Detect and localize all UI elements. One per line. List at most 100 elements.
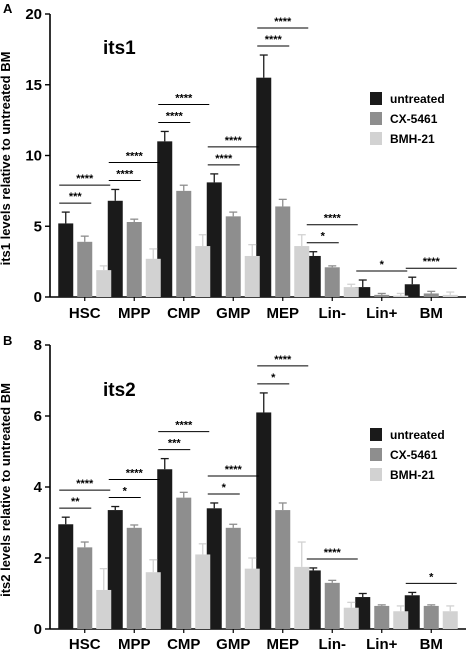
legend-label: untreated xyxy=(390,92,445,106)
y-tick-label: 0 xyxy=(34,289,42,306)
y-tick-label: 4 xyxy=(34,479,43,496)
bar xyxy=(96,270,112,297)
bar xyxy=(225,527,241,629)
bar xyxy=(305,255,321,297)
significance-label: * xyxy=(123,486,128,498)
x-tick-label: Lin- xyxy=(319,636,347,653)
bar xyxy=(393,611,409,629)
bar xyxy=(404,595,420,629)
x-tick-label: GMP xyxy=(216,636,250,653)
x-tick-label: HSC xyxy=(69,305,101,322)
bar xyxy=(107,510,123,629)
legend-label: untreated xyxy=(390,428,445,442)
legend-label: CX-5461 xyxy=(390,112,438,126)
bar xyxy=(256,77,272,297)
bar xyxy=(145,258,161,297)
x-tick-label: CMP xyxy=(167,305,200,322)
significance-label: **** xyxy=(126,468,144,480)
bar xyxy=(324,582,340,629)
bar xyxy=(294,246,310,297)
legend-swatch xyxy=(370,132,382,145)
panel-title: its1 xyxy=(103,38,136,59)
significance-label: * xyxy=(271,372,276,384)
significance-label: **** xyxy=(274,16,292,28)
y-tick-label: 0 xyxy=(34,621,42,638)
bar xyxy=(96,589,112,629)
significance-label: **** xyxy=(225,135,243,147)
bar xyxy=(355,287,371,297)
legend-swatch xyxy=(370,92,382,105)
x-tick-label: BM xyxy=(420,305,443,322)
x-tick-label: Lin+ xyxy=(366,636,397,653)
x-tick-label: MEP xyxy=(266,636,299,653)
bar xyxy=(374,294,390,297)
panel-title: its2 xyxy=(103,380,136,401)
bar xyxy=(126,527,142,629)
panel-b: B 0 2 4 6 8 its2 levels relative to untreated … xyxy=(0,333,466,653)
bar xyxy=(324,267,340,297)
y-tick-label: 20 xyxy=(25,6,42,23)
y-tick-label: 2 xyxy=(34,550,42,567)
bar xyxy=(374,605,390,629)
bar xyxy=(393,295,409,297)
x-tick-label: HSC xyxy=(69,636,101,653)
panel-letter: B xyxy=(3,333,12,348)
bar xyxy=(77,241,93,297)
bar xyxy=(275,206,291,297)
bar xyxy=(275,510,291,629)
bar xyxy=(294,566,310,629)
bar xyxy=(442,294,458,297)
significance-label: **** xyxy=(126,150,144,162)
x-tick-label: MPP xyxy=(118,305,151,322)
significance-label: **** xyxy=(76,478,94,490)
significance-label: * xyxy=(222,482,227,494)
bar xyxy=(145,572,161,629)
x-tick-label: CMP xyxy=(167,636,200,653)
significance-label: **** xyxy=(76,173,94,185)
x-tick-label: MPP xyxy=(118,636,151,653)
significance-label: **** xyxy=(175,92,193,104)
bar xyxy=(442,611,458,629)
bar xyxy=(244,255,260,297)
bar xyxy=(77,547,93,629)
legend-swatch xyxy=(370,428,382,441)
significance-label: ** xyxy=(71,496,80,508)
panel-letter: A xyxy=(3,1,13,16)
bar xyxy=(157,469,173,629)
y-axis-label: its1 levels relative to untreated BM xyxy=(0,52,13,266)
bar xyxy=(256,412,272,629)
bar xyxy=(355,597,371,629)
bar xyxy=(58,524,74,629)
bar xyxy=(225,216,241,297)
significance-label: * xyxy=(380,259,385,271)
x-tick-label: BM xyxy=(420,636,443,653)
bar xyxy=(58,223,74,297)
significance-label: * xyxy=(321,231,326,243)
bar xyxy=(195,554,211,629)
significance-label: **** xyxy=(175,420,193,432)
x-tick-label: Lin+ xyxy=(366,305,397,322)
significance-label: **** xyxy=(423,256,441,268)
legend-swatch xyxy=(370,112,382,125)
significance-label: **** xyxy=(116,168,134,180)
bar xyxy=(206,508,222,629)
significance-label: **** xyxy=(225,464,243,476)
significance-label: *** xyxy=(69,191,83,203)
legend-label: CX-5461 xyxy=(390,448,438,462)
legend-label: BMH-21 xyxy=(390,468,435,482)
bar xyxy=(423,605,439,629)
y-tick-label: 6 xyxy=(34,408,42,425)
bar xyxy=(206,182,222,297)
significance-label: **** xyxy=(274,354,292,366)
y-tick-label: 5 xyxy=(34,218,42,235)
bar xyxy=(343,607,359,629)
x-tick-label: Lin- xyxy=(319,305,347,322)
bar xyxy=(305,570,321,629)
bar xyxy=(126,222,142,297)
significance-label: **** xyxy=(324,547,342,559)
significance-label: * xyxy=(429,571,434,583)
bar xyxy=(343,287,359,297)
bar xyxy=(423,293,439,297)
y-tick-label: 8 xyxy=(34,337,42,354)
x-tick-label: GMP xyxy=(216,305,250,322)
